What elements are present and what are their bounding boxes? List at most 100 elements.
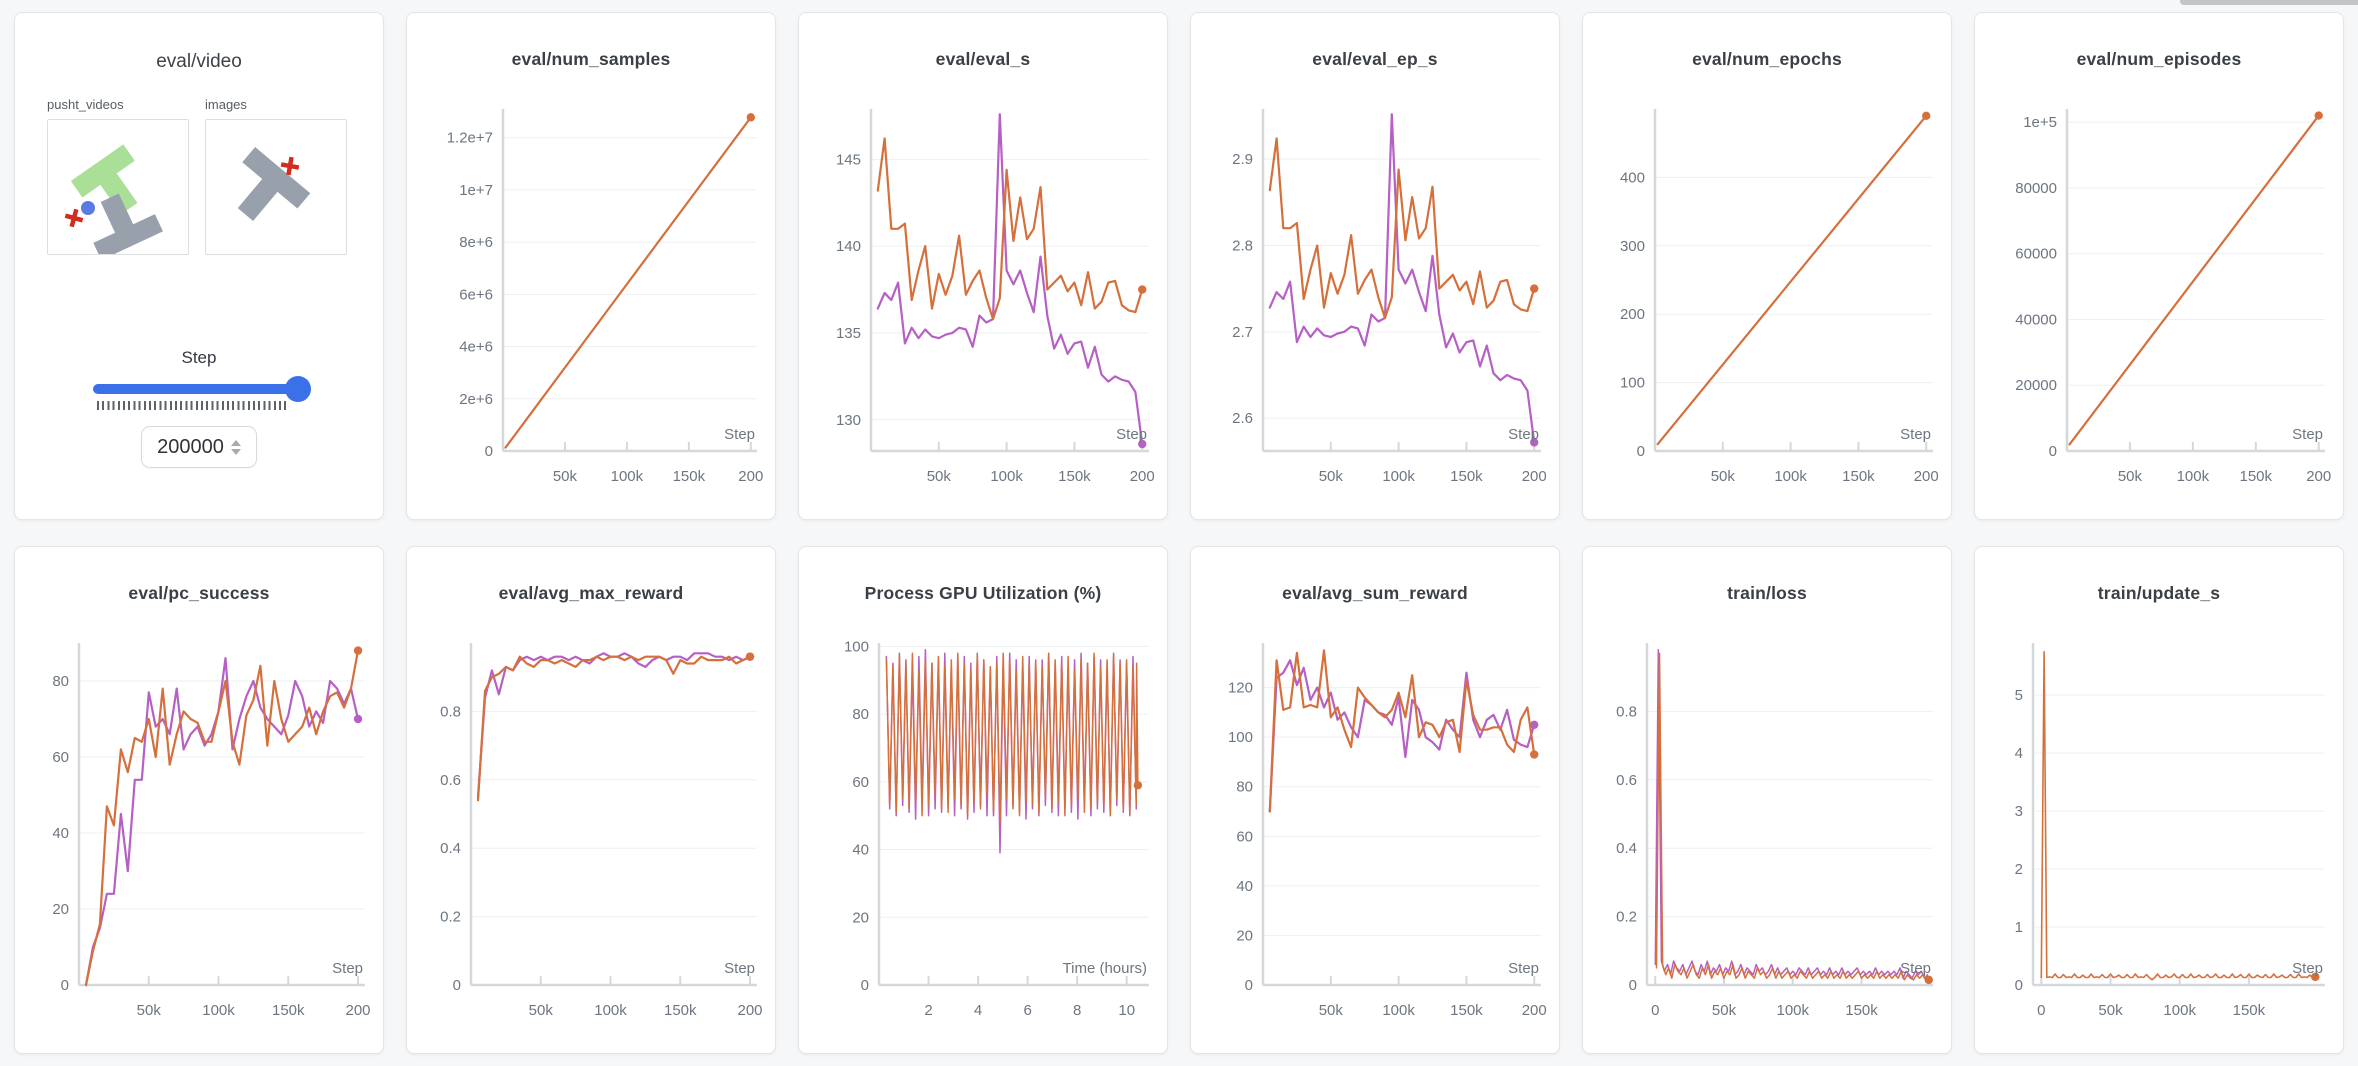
- svg-text:0: 0: [1245, 977, 1253, 994]
- media-caption: images: [205, 97, 247, 112]
- chart-canvas[interactable]: 0 20 40 60 80 50k 100k 150k 200 Step: [15, 631, 383, 1045]
- svg-text:Step: Step: [332, 960, 363, 977]
- svg-text:40: 40: [52, 825, 69, 842]
- svg-text:Step: Step: [1508, 426, 1539, 443]
- svg-text:20000: 20000: [2015, 377, 2057, 394]
- svg-text:150k: 150k: [673, 468, 706, 485]
- svg-text:0: 0: [1651, 1002, 1659, 1019]
- svg-text:135: 135: [836, 325, 861, 342]
- svg-text:0.4: 0.4: [1616, 840, 1637, 857]
- chart-canvas[interactable]: 0 20 40 60 80 100 2 4 6 8 10 Time (hours): [799, 631, 1167, 1045]
- chart-canvas[interactable]: 0 20 40 60 80 100 120 50k 100k 150k 200 Step: [1191, 631, 1559, 1045]
- svg-text:Step: Step: [1508, 960, 1539, 977]
- svg-text:200: 200: [1914, 468, 1939, 485]
- svg-text:Time (hours): Time (hours): [1063, 960, 1147, 977]
- svg-text:1e+7: 1e+7: [459, 182, 493, 199]
- svg-text:100: 100: [1228, 729, 1253, 746]
- chart-canvas[interactable]: 0 0.2 0.4 0.6 0.8 50k 100k 150k 200 Step: [407, 631, 775, 1045]
- svg-text:200: 200: [346, 1002, 371, 1019]
- svg-text:100k: 100k: [1774, 468, 1807, 485]
- svg-text:100k: 100k: [2177, 468, 2210, 485]
- panel-eval-avg-max-reward: eval/avg_max_reward 0 0.2 0.4 0.6 0.8 50k 100k…: [406, 546, 776, 1054]
- svg-text:6: 6: [1023, 1002, 1031, 1019]
- svg-text:10: 10: [1118, 1002, 1135, 1019]
- svg-text:0: 0: [485, 443, 493, 460]
- media-item-pusht-videos[interactable]: pusht_videos: [47, 97, 189, 261]
- step-slider[interactable]: [93, 376, 311, 402]
- svg-text:100k: 100k: [594, 1002, 627, 1019]
- svg-text:150k: 150k: [2240, 468, 2273, 485]
- svg-text:50k: 50k: [1319, 1002, 1344, 1019]
- chart-canvas[interactable]: 0 1 2 3 4 5 0 50k 100k 150k Step: [1975, 631, 2343, 1045]
- svg-text:80: 80: [852, 706, 869, 723]
- svg-text:50k: 50k: [1712, 1002, 1737, 1019]
- svg-text:0: 0: [1629, 977, 1637, 994]
- slider-knob[interactable]: [285, 376, 311, 402]
- media-strip: pusht_videos images: [15, 73, 383, 261]
- step-number-input[interactable]: 200000: [141, 426, 257, 468]
- target-cross-icon: [64, 208, 84, 228]
- svg-text:3: 3: [2015, 803, 2023, 820]
- panel-eval-pc-success: eval/pc_success 0 20 40 60 80 50k 100k 150k 200 S…: [14, 546, 384, 1054]
- svg-text:200: 200: [1620, 306, 1645, 323]
- chart-canvas[interactable]: 2.6 2.7 2.8 2.9 50k 100k 150k 200 Step: [1191, 97, 1559, 511]
- svg-text:400: 400: [1620, 169, 1645, 186]
- chart-title: eval/num_epochs: [1692, 49, 1842, 69]
- svg-text:150k: 150k: [1450, 1002, 1483, 1019]
- svg-text:100k: 100k: [1382, 1002, 1415, 1019]
- svg-text:0.6: 0.6: [440, 772, 461, 789]
- svg-text:200: 200: [1130, 468, 1155, 485]
- chart-canvas[interactable]: 0 0.2 0.4 0.6 0.8 0 50k 100k 150k Step: [1583, 631, 1951, 1045]
- media-item-images[interactable]: images: [205, 97, 347, 260]
- panel-eval-eval-s: eval/eval_s 130 135 140 145 50k 100k 150k 200 St…: [798, 12, 1168, 520]
- svg-text:0.2: 0.2: [1616, 909, 1637, 926]
- image-thumbnail[interactable]: [205, 119, 347, 255]
- svg-text:150k: 150k: [2233, 1002, 2266, 1019]
- svg-text:100: 100: [844, 638, 869, 655]
- svg-text:1.2e+7: 1.2e+7: [447, 130, 493, 147]
- svg-text:8: 8: [1073, 1002, 1081, 1019]
- panel-train-loss: train/loss 0 0.2 0.4 0.6 0.8 0 50k 100k 150k Step: [1582, 546, 1952, 1054]
- svg-text:150k: 150k: [272, 1002, 305, 1019]
- svg-text:130: 130: [836, 412, 861, 429]
- svg-text:2: 2: [2015, 861, 2023, 878]
- slider-tick-marks: [97, 401, 287, 410]
- svg-text:60: 60: [1236, 828, 1253, 845]
- svg-text:200: 200: [1522, 1002, 1547, 1019]
- svg-text:150k: 150k: [1845, 1002, 1878, 1019]
- gray-t-block: [237, 146, 311, 221]
- pusht-video-thumbnail[interactable]: [47, 119, 189, 261]
- svg-text:200: 200: [738, 1002, 763, 1019]
- svg-text:0.8: 0.8: [1616, 703, 1637, 720]
- svg-text:0: 0: [861, 977, 869, 994]
- svg-text:60: 60: [852, 774, 869, 791]
- svg-text:4: 4: [2015, 745, 2023, 762]
- svg-text:50k: 50k: [1711, 468, 1736, 485]
- step-value[interactable]: 200000: [157, 435, 224, 458]
- chart-canvas[interactable]: 0 2e+6 4e+6 6e+6 8e+6 1e+7 1.2e+7 50k 100k 150k 20…: [407, 97, 775, 511]
- svg-text:2.9: 2.9: [1232, 151, 1253, 168]
- svg-text:0: 0: [2037, 1002, 2045, 1019]
- svg-text:150k: 150k: [664, 1002, 697, 1019]
- svg-text:50k: 50k: [137, 1002, 162, 1019]
- chart-canvas[interactable]: 0 20000 40000 60000 80000 1e+5 50k 100k 150k 200 S…: [1975, 97, 2343, 511]
- panel-eval-video: eval/video pusht_videos: [14, 12, 384, 520]
- stepper-arrows[interactable]: [230, 439, 241, 455]
- svg-text:Step: Step: [2292, 426, 2323, 443]
- panel-process-gpu-utilization: Process GPU Utilization (%) 0 20 40 60 80 100…: [798, 546, 1168, 1054]
- target-cross-icon: [280, 156, 300, 176]
- chart-canvas[interactable]: 0 100 200 300 400 50k 100k 150k 200 Step: [1583, 97, 1951, 511]
- svg-text:0.4: 0.4: [440, 840, 461, 857]
- svg-text:1: 1: [2015, 919, 2023, 936]
- chart-canvas[interactable]: 130 135 140 145 50k 100k 150k 200 Step: [799, 97, 1167, 511]
- svg-text:20: 20: [852, 909, 869, 926]
- svg-text:100k: 100k: [2163, 1002, 2196, 1019]
- chart-title: Process GPU Utilization (%): [864, 583, 1102, 603]
- chart-title: eval/avg_max_reward: [498, 583, 684, 603]
- svg-text:100k: 100k: [990, 468, 1023, 485]
- chart-title: train/loss: [1727, 583, 1807, 603]
- svg-text:60: 60: [52, 749, 69, 766]
- svg-text:0: 0: [61, 977, 69, 994]
- svg-text:Step: Step: [724, 960, 755, 977]
- slider-track[interactable]: [93, 384, 305, 394]
